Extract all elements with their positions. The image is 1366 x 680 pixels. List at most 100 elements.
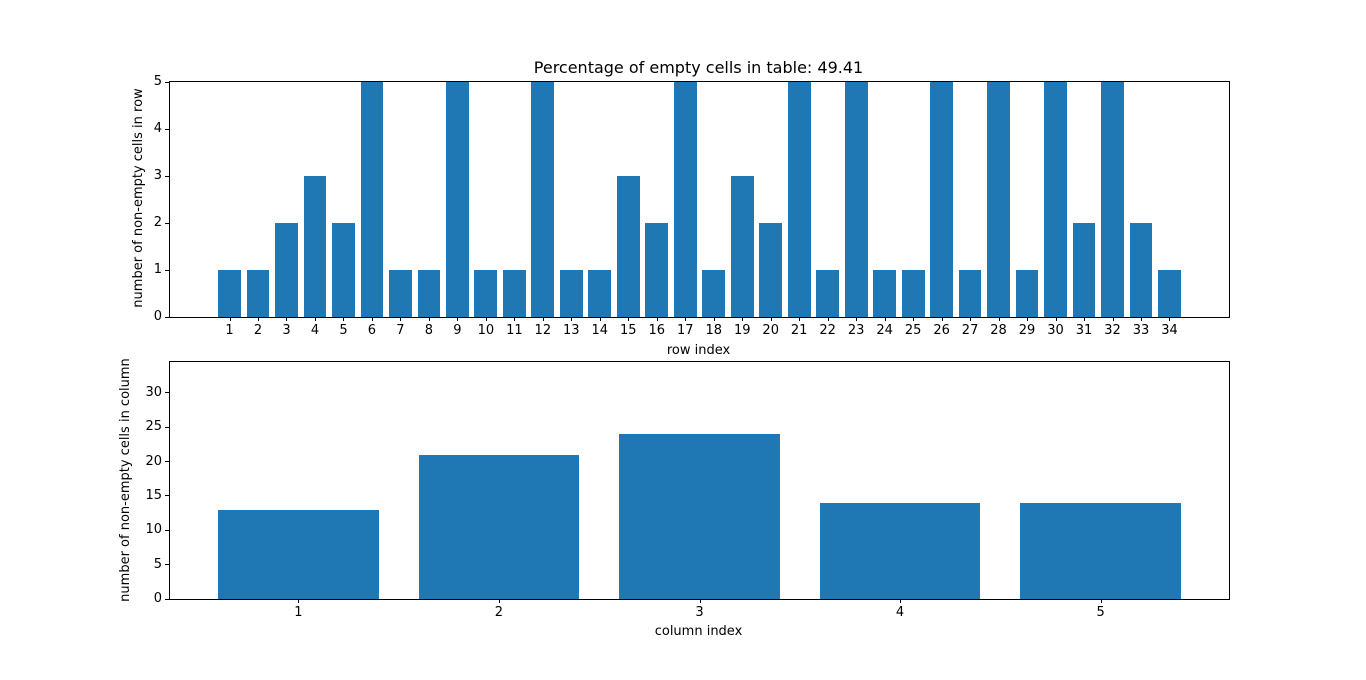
x-tick-label: 34 <box>1161 323 1178 338</box>
x-tick <box>970 317 972 321</box>
x-tick <box>498 599 500 603</box>
x-tick-label: 13 <box>563 323 580 338</box>
x-tick-label: 12 <box>534 323 552 338</box>
x-tick-label: 22 <box>819 323 836 338</box>
bar-x7 <box>389 270 412 317</box>
bar-x32 <box>1101 82 1124 317</box>
x-tick <box>371 317 373 321</box>
x-tick <box>1112 317 1114 321</box>
bar-x29 <box>1015 270 1039 317</box>
bar-x3 <box>275 223 298 317</box>
bar-x8 <box>417 270 441 317</box>
x-tick-label: 10 <box>477 323 495 338</box>
y-tick-label: 5 <box>153 556 162 572</box>
column-chart-axes: 1 2 3 4 5 0 5 10 15 20 25 30 <box>145 361 1230 620</box>
x-tick-label: 30 <box>1047 323 1064 338</box>
bar-x26 <box>930 82 953 317</box>
x-tick <box>428 317 430 321</box>
bar-x31 <box>1072 223 1096 317</box>
column-chart-xlabel: column index <box>654 624 743 639</box>
bar-x4 <box>819 502 981 599</box>
x-tick <box>685 317 687 321</box>
y-tick-label: 10 <box>145 522 162 538</box>
x-tick <box>827 317 829 321</box>
x-tick <box>856 317 858 321</box>
x-tick-label: 29 <box>1018 323 1036 338</box>
x-tick-label: 4 <box>895 605 905 620</box>
x-tick <box>1084 317 1086 321</box>
bar-x6 <box>360 82 384 317</box>
bar-x1 <box>218 270 241 317</box>
x-tick <box>1027 317 1029 321</box>
x-tick-label: 9 <box>453 323 462 338</box>
bar-x33 <box>1129 223 1153 317</box>
x-tick <box>457 317 459 321</box>
x-tick-label: 14 <box>591 323 609 338</box>
x-tick <box>998 317 1000 321</box>
x-tick-label: 21 <box>790 323 808 338</box>
bar-x16 <box>645 223 669 317</box>
x-tick <box>542 317 544 321</box>
x-tick-label: 23 <box>847 323 865 338</box>
y-tick-label: 15 <box>145 487 162 503</box>
bar-x20 <box>759 223 783 317</box>
bar-x28 <box>987 82 1010 317</box>
y-tick <box>165 269 169 271</box>
x-tick-label: 17 <box>676 323 694 338</box>
y-tick-label: 0 <box>153 591 162 606</box>
column-chart-ylabel: number of non-empty cells in column <box>118 358 133 602</box>
x-tick <box>742 317 744 321</box>
x-tick <box>514 317 516 321</box>
bar-x14 <box>588 270 612 317</box>
bar-x25 <box>901 270 925 317</box>
bar-x9 <box>446 82 469 317</box>
row-chart-xlabel: row index <box>666 343 731 358</box>
x-tick-label: 4 <box>310 323 320 338</box>
bar-x30 <box>1044 82 1067 317</box>
x-tick-label: 20 <box>762 323 779 338</box>
x-tick-label: 19 <box>733 323 751 338</box>
x-tick-label: 32 <box>1104 323 1121 338</box>
x-tick-label: 26 <box>933 323 950 338</box>
bar-x21 <box>787 82 811 317</box>
x-tick-label: 2 <box>253 323 263 338</box>
x-tick <box>913 317 915 321</box>
y-tick-label: 1 <box>153 262 162 277</box>
y-tick <box>165 495 169 497</box>
y-tick-label: 4 <box>153 121 162 136</box>
x-tick-label: 5 <box>339 323 348 338</box>
x-tick-label: 16 <box>648 323 666 338</box>
x-tick-label: 27 <box>961 323 979 338</box>
row-chart-axes: 1 2 3 4 5 6 7 8 9 10 11 12 13 14 15 16 17 18 19 20 21 22 23 24 2… <box>154 74 1230 338</box>
bar-x3 <box>619 434 780 599</box>
bar-x4 <box>303 176 327 317</box>
x-tick-label: 31 <box>1075 323 1093 338</box>
x-tick <box>656 317 658 321</box>
x-tick <box>599 317 601 321</box>
x-tick <box>314 317 316 321</box>
x-tick-label: 1 <box>294 605 303 620</box>
x-tick-label: 3 <box>282 323 291 338</box>
bar-x19 <box>730 176 754 317</box>
bar-x17 <box>673 82 697 317</box>
y-tick <box>165 175 169 177</box>
x-tick <box>400 317 402 321</box>
y-tick <box>165 222 169 224</box>
x-tick <box>258 317 259 321</box>
y-tick <box>165 426 169 428</box>
y-tick-label: 20 <box>145 453 162 469</box>
x-tick-label: 11 <box>506 323 523 338</box>
x-tick <box>286 317 288 321</box>
bar-x2 <box>418 454 580 599</box>
x-tick-label: 33 <box>1132 323 1150 338</box>
bar-x18 <box>702 270 726 317</box>
x-tick <box>1055 317 1057 321</box>
bar-x5 <box>1020 502 1181 599</box>
bar-x24 <box>873 270 897 317</box>
bar-x2 <box>246 270 270 317</box>
y-tick-label: 5 <box>153 74 162 89</box>
x-tick <box>770 317 772 321</box>
bar-x11 <box>502 270 526 317</box>
bar-x34 <box>1158 270 1181 317</box>
y-tick-label: 2 <box>153 215 162 230</box>
